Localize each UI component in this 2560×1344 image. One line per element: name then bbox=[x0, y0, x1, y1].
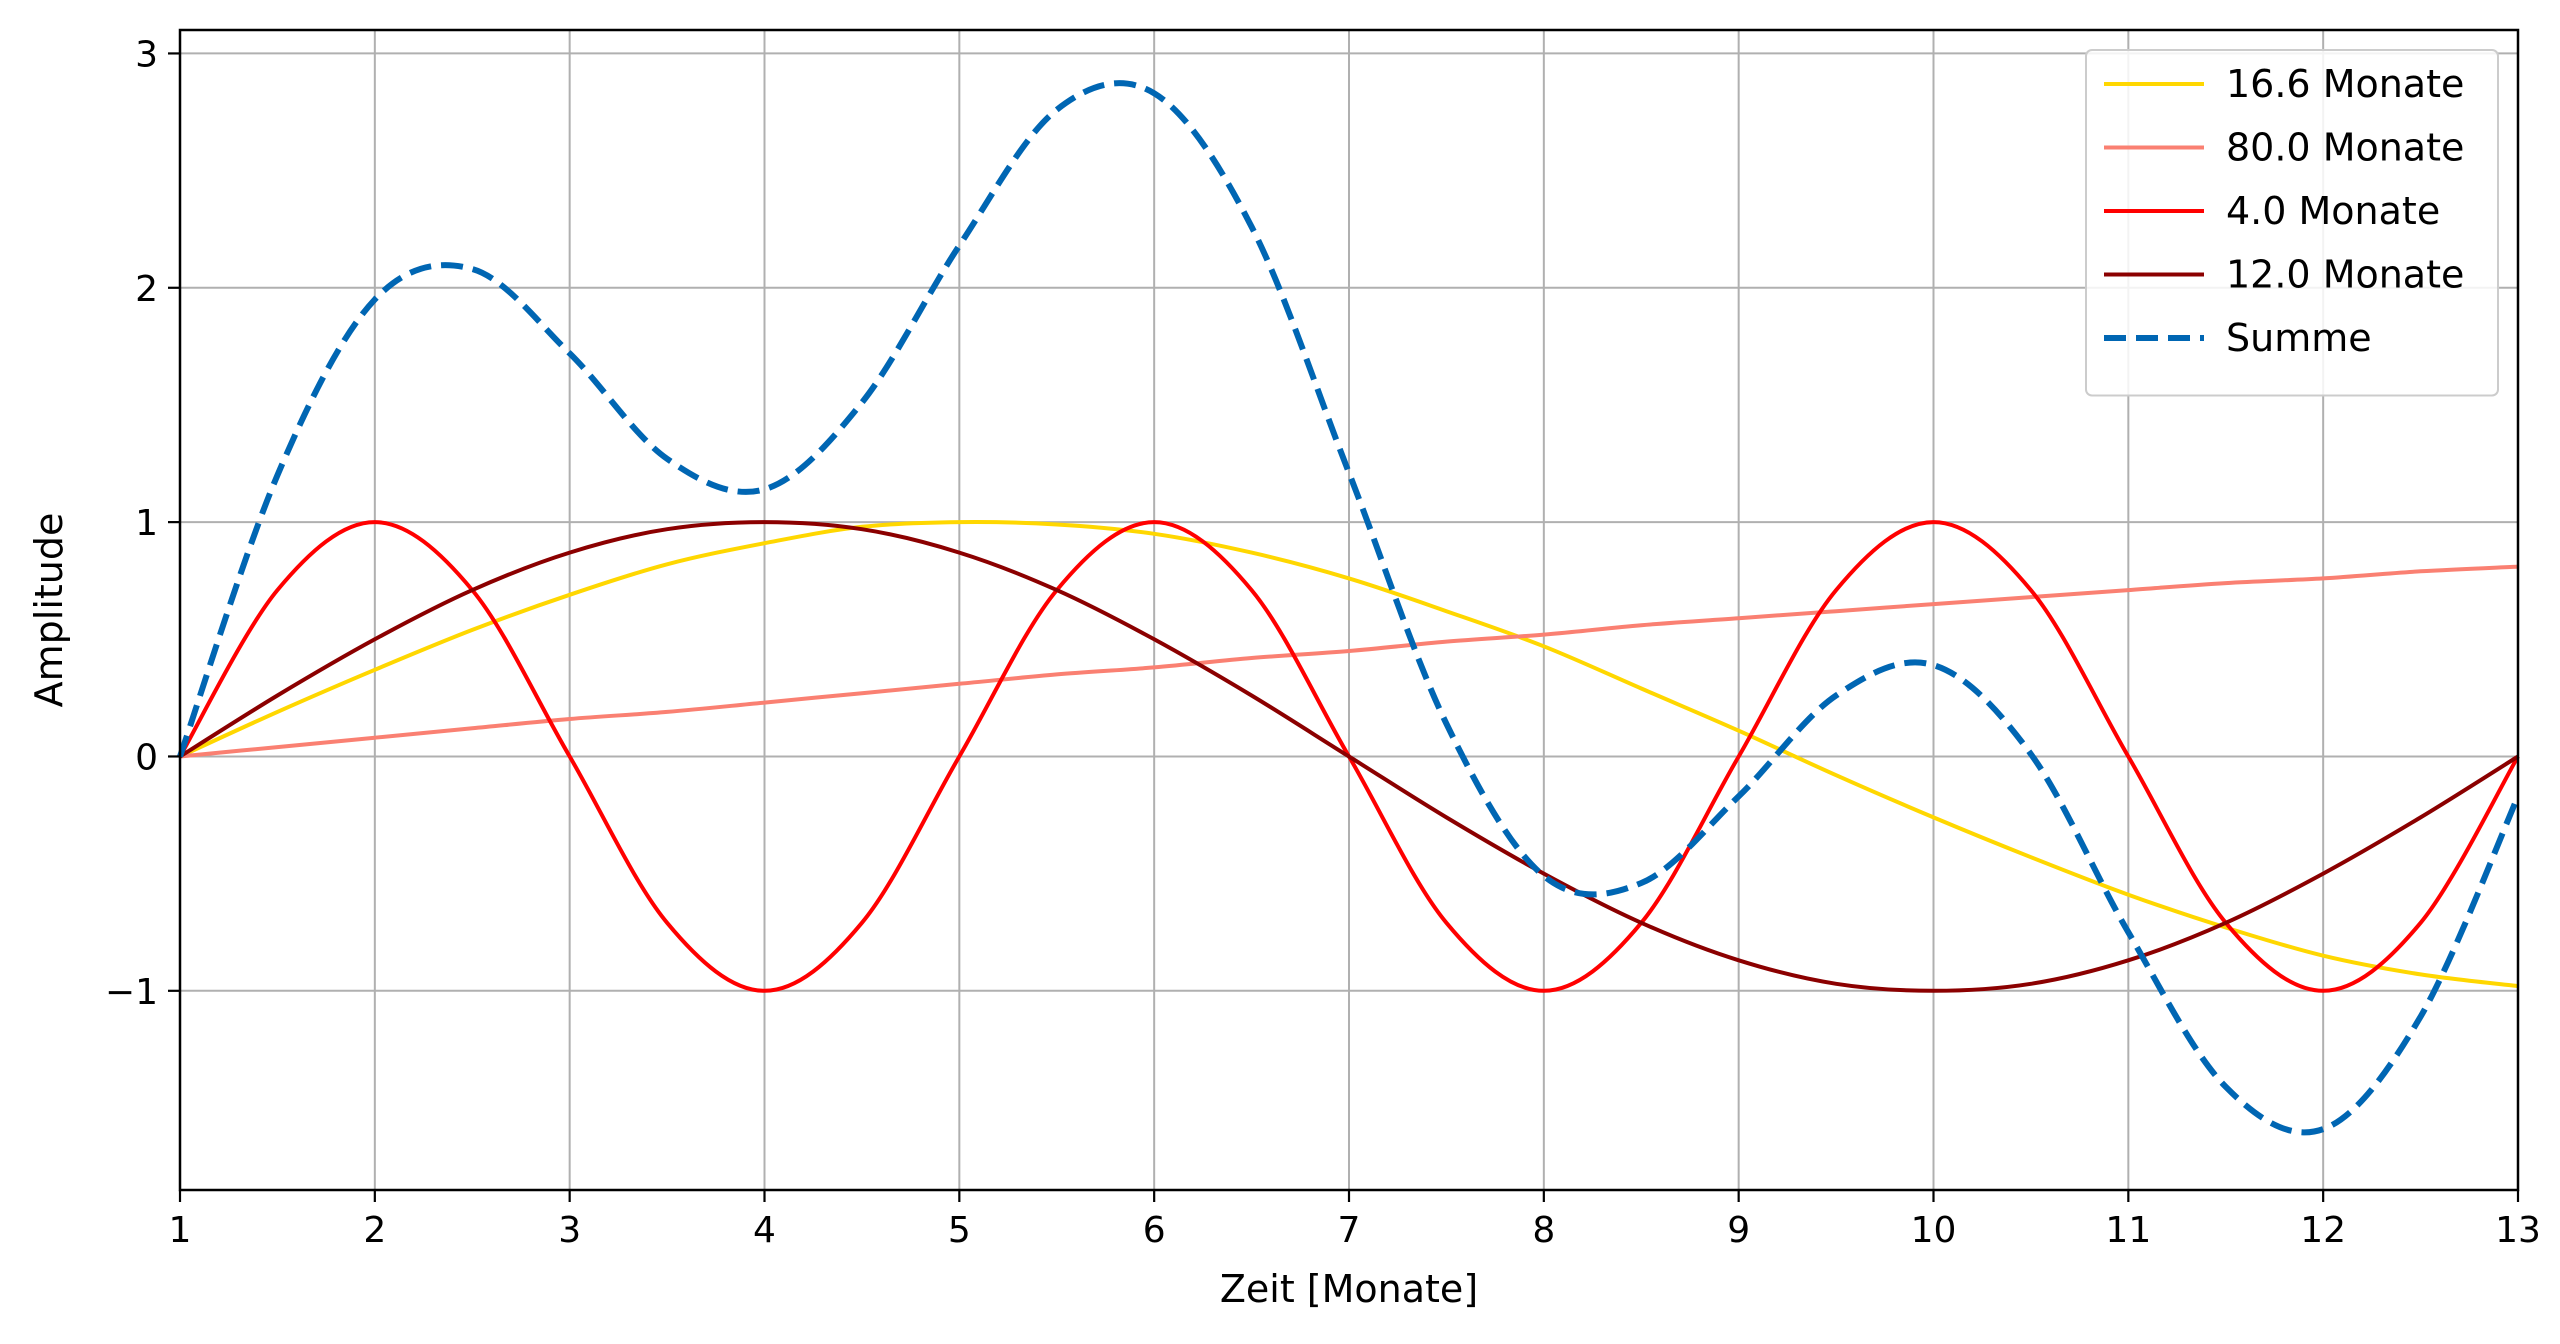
x-tick-label: 8 bbox=[1532, 1210, 1555, 1251]
y-tick-label: 3 bbox=[135, 34, 158, 75]
series-layer bbox=[177, 80, 2521, 1136]
y-tick-label: 0 bbox=[135, 737, 158, 778]
legend-label: Summe bbox=[2226, 316, 2372, 360]
y-tick-label: 1 bbox=[135, 503, 158, 544]
legend: 16.6 Monate 80.0 Monate 4.0 Monate 12.0 Mon… bbox=[2085, 49, 2499, 397]
legend-label: 4.0 Monate bbox=[2226, 189, 2440, 233]
x-tick-label: 10 bbox=[1911, 1210, 1957, 1251]
y-tick-label: −1 bbox=[105, 972, 158, 1013]
x-tick-label: 6 bbox=[1143, 1210, 1166, 1251]
series-line-5 bbox=[177, 80, 2521, 1136]
x-tick-label: 4 bbox=[753, 1210, 776, 1251]
x-axis-label: Zeit [Monate] bbox=[1220, 1267, 1478, 1311]
legend-label: 12.0 Monate bbox=[2226, 253, 2464, 297]
x-tick-label: 7 bbox=[1338, 1210, 1361, 1251]
x-tick-label: 5 bbox=[948, 1210, 971, 1251]
x-tick-label: 11 bbox=[2105, 1210, 2151, 1251]
x-tick-label: 2 bbox=[363, 1210, 386, 1251]
x-tick-label: 12 bbox=[2300, 1210, 2346, 1251]
x-tick-label: 13 bbox=[2495, 1210, 2541, 1251]
legend-box bbox=[2085, 49, 2499, 397]
series-line-2 bbox=[179, 564, 2519, 759]
series-line-4 bbox=[178, 520, 2520, 993]
legend-label: 80.0 Monate bbox=[2226, 126, 2464, 170]
series-line-1 bbox=[179, 520, 2519, 989]
x-tick-label: 9 bbox=[1727, 1210, 1750, 1251]
y-axis-label: Amplitude bbox=[27, 513, 71, 708]
y-tick-label: 2 bbox=[135, 269, 158, 310]
x-tick-label: 1 bbox=[169, 1210, 192, 1251]
legend-label: 16.6 Monate bbox=[2226, 62, 2464, 106]
x-tick-label: 3 bbox=[558, 1210, 581, 1251]
